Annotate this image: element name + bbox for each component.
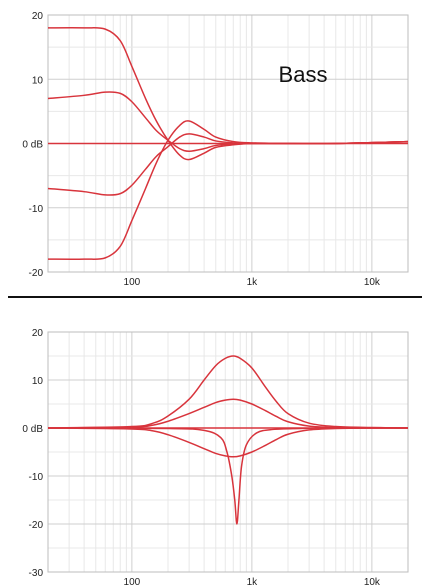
y-tick-label: -10 (29, 204, 44, 215)
x-tick-label: 10k (364, 277, 381, 288)
eq-curve-0 (47, 355, 409, 429)
y-tick-label: 20 (32, 11, 44, 22)
x-tick-label: 10k (364, 577, 381, 588)
y-tick-label: 10 (32, 75, 44, 86)
eq-curve-2 (47, 427, 409, 458)
x-tick-label: 1k (247, 577, 259, 588)
eq-curve-3 (47, 120, 409, 260)
y-tick-label: 10 (32, 376, 44, 387)
x-tick-label: 100 (124, 577, 141, 588)
bass-eq-chart: 20 10 0 dB -10 -20 100 1k 10k Bass (22, 11, 409, 288)
y-tick-label: -20 (29, 268, 44, 279)
y-tick-label: -20 (29, 520, 44, 531)
y-tick-label: -30 (29, 568, 44, 579)
x-tick-label: 100 (124, 277, 141, 288)
y-tick-label: 0 dB (22, 424, 43, 435)
chart-label: Bass (279, 62, 328, 87)
y-tick-label: -10 (29, 472, 44, 483)
plot-frame (47, 331, 409, 573)
eq-curve-1 (47, 398, 409, 429)
x-tick-label: 1k (247, 277, 259, 288)
y-tick-label: 20 (32, 328, 44, 339)
mid-eq-chart: 20 10 0 dB -10 -20 -30 100 1k 10k (22, 328, 409, 588)
eq-curve-3 (47, 427, 409, 525)
y-tick-label: 0 dB (22, 140, 43, 151)
